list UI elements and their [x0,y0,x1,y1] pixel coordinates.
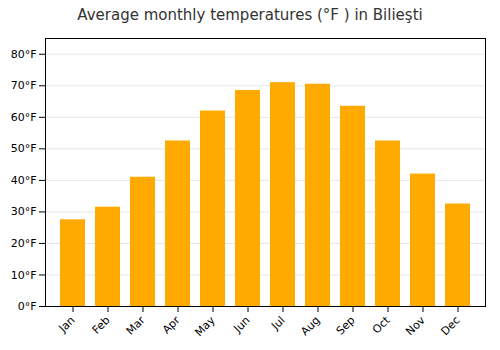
svg-text:Sep: Sep [334,314,358,338]
svg-text:Apr: Apr [160,313,183,336]
svg-text:Nov: Nov [403,313,428,338]
svg-text:0°F: 0°F [18,300,37,313]
svg-text:Aug: Aug [298,314,322,338]
svg-text:50°F: 50°F [11,142,37,155]
svg-text:Jan: Jan [56,314,78,336]
svg-text:Dec: Dec [438,314,462,338]
svg-text:70°F: 70°F [11,79,37,92]
svg-text:60°F: 60°F [11,111,37,124]
html-text:Average monthly temperatures (: Average monthly temperatures (°F ) in Bi… [77,6,423,24]
svg-text:May: May [192,313,218,339]
svg-text:30°F: 30°F [11,205,37,218]
svg-text:20°F: 20°F [11,237,37,250]
svg-text:Feb: Feb [90,314,113,337]
svg-text:40°F: 40°F [11,174,37,187]
svg-text:Oct: Oct [370,313,393,336]
svg-text:Mar: Mar [124,313,148,337]
svg-text:Jul: Jul [268,314,287,333]
svg-text:10°F: 10°F [11,268,37,281]
svg-text:Jun: Jun [231,314,253,336]
svg-text:80°F: 80°F [11,48,37,61]
